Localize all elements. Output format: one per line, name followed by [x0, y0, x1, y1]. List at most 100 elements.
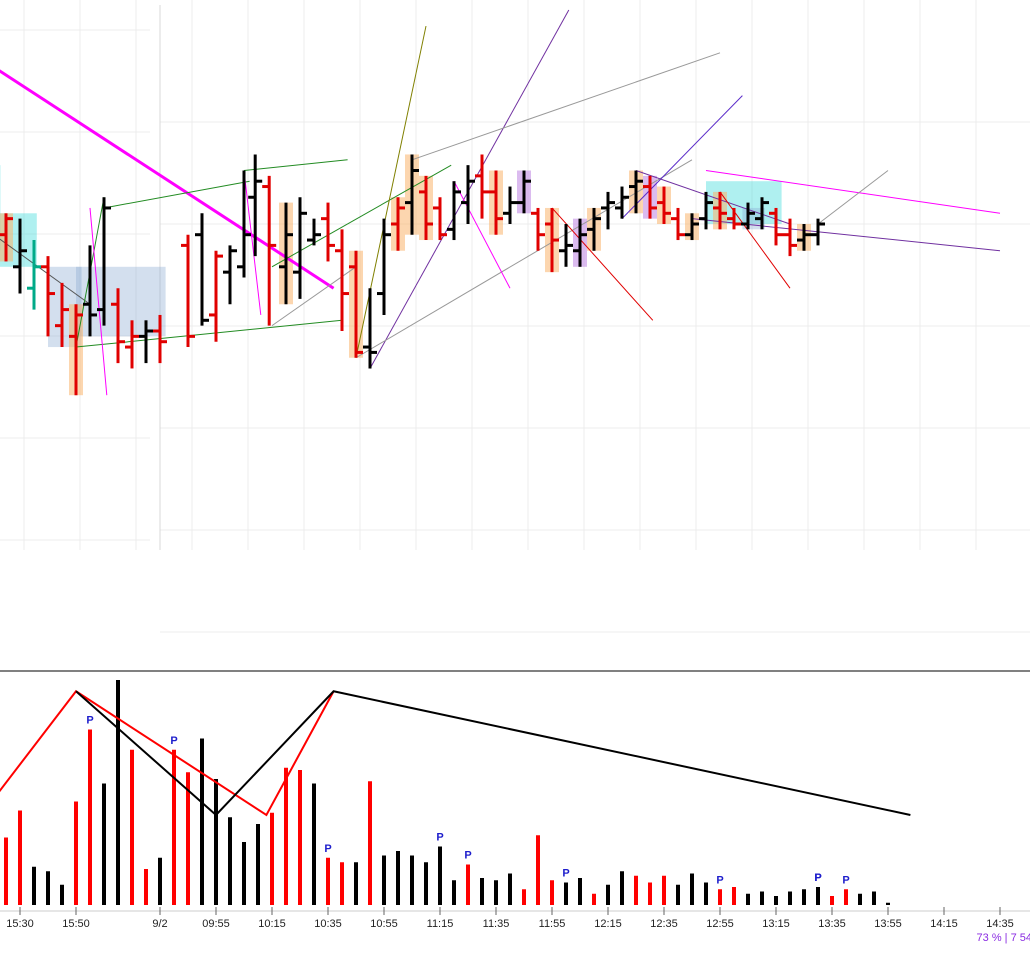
- volume-bar: [704, 883, 708, 906]
- volume-bar: [760, 892, 764, 906]
- volume-bar: [522, 889, 526, 905]
- ohlc-bar: [363, 288, 377, 368]
- x-tick-label: 10:35: [314, 918, 342, 930]
- x-tick-label: 15:50: [62, 918, 90, 930]
- trendline: [244, 160, 348, 171]
- ohlc-bar: [307, 219, 321, 246]
- volume-bar: [634, 876, 638, 905]
- p-marker: P: [814, 872, 821, 884]
- volume-bar: [326, 858, 330, 905]
- volume-bar: [508, 874, 512, 906]
- volume-bar: [802, 889, 806, 905]
- x-tick-label: 13:35: [818, 918, 846, 930]
- volume-bar: [32, 867, 36, 905]
- ohlc-bar: [209, 251, 223, 342]
- volume-bar: [46, 871, 50, 905]
- ohlc-bar: [531, 208, 545, 251]
- volume-bar: [886, 903, 890, 905]
- volume-bar: [214, 779, 218, 905]
- x-tick-label: 11:35: [483, 918, 510, 930]
- volume-bar: [228, 817, 232, 905]
- ohlc-bar: [475, 154, 489, 218]
- ohlc-bar: [559, 224, 573, 267]
- volume-bar: [858, 894, 862, 905]
- x-tick-label: 11:55: [539, 918, 566, 930]
- volume-bar: [256, 824, 260, 905]
- volume-bar: [690, 874, 694, 906]
- volume-bar: [452, 880, 456, 905]
- x-tick-label: 09:55: [202, 918, 230, 930]
- volume-bar: [718, 889, 722, 905]
- volume-bar: [592, 894, 596, 905]
- volume-bar: [102, 784, 106, 906]
- trendline: [818, 171, 888, 225]
- volume-bar: [298, 770, 302, 905]
- volume-bar: [830, 896, 834, 905]
- volume-bar: [284, 768, 288, 905]
- ohlc-bar: [223, 245, 237, 304]
- x-tick-label: 12:35: [650, 918, 678, 930]
- ohlc-bar: [433, 197, 447, 240]
- volume-bar: [872, 892, 876, 906]
- volume-bar: [200, 739, 204, 906]
- volume-bar: [410, 856, 414, 906]
- volume-bar: [732, 887, 736, 905]
- volume-bar: [438, 847, 442, 906]
- volume-bar: [536, 835, 540, 905]
- x-tick-label: 10:15: [258, 918, 286, 930]
- volume-bar: [354, 862, 358, 905]
- x-tick-label: 12:15: [594, 918, 622, 930]
- p-marker: P: [436, 832, 443, 844]
- volume-bar: [466, 865, 470, 906]
- x-tick-label: 12:55: [706, 918, 734, 930]
- volume-bar: [774, 896, 778, 905]
- volume-bar: [648, 883, 652, 906]
- volume-bar: [788, 892, 792, 906]
- ohlc-bar: [377, 219, 391, 315]
- volume-bar: [270, 813, 274, 905]
- volume-bar: [746, 894, 750, 905]
- volume-bar: [242, 842, 246, 905]
- volume-bar: [340, 862, 344, 905]
- ohlc-bar: [195, 213, 209, 325]
- volume-bar: [312, 784, 316, 906]
- volume-bar: [676, 885, 680, 905]
- x-tick-label: 13:15: [762, 918, 790, 930]
- volume-bar: [88, 730, 92, 906]
- volume-bar: [144, 869, 148, 905]
- volume-bar: [74, 802, 78, 906]
- volume-bar: [130, 750, 134, 905]
- x-tick-label: 10:55: [370, 918, 398, 930]
- volume-bar: [368, 781, 372, 905]
- p-marker: P: [170, 735, 177, 747]
- x-tick-label: 9/2: [152, 918, 167, 930]
- p-marker: P: [324, 843, 331, 855]
- ohlc-bar: [181, 235, 195, 347]
- volume-bar: [480, 878, 484, 905]
- volume-bar: [844, 889, 848, 905]
- x-tick-label: 11:15: [427, 918, 454, 930]
- x-tick-label: 14:15: [930, 918, 958, 930]
- volume-bar: [816, 887, 820, 905]
- volume-bar: [620, 871, 624, 905]
- volume-bar: [494, 880, 498, 905]
- zigzag-red: [0, 691, 334, 837]
- volume-bar: [564, 883, 568, 906]
- p-marker: P: [464, 850, 471, 862]
- volume-bar: [116, 680, 120, 905]
- ohlc-bar: [461, 165, 475, 224]
- p-marker: P: [86, 715, 93, 727]
- volume-bar: [60, 885, 64, 905]
- volume-bar: [606, 885, 610, 905]
- x-tick-label: 13:55: [874, 918, 902, 930]
- volume-bar: [396, 851, 400, 905]
- volume-bar: [382, 856, 386, 906]
- trendline: [412, 53, 720, 160]
- volume-bar: [550, 880, 554, 905]
- trendline: [244, 171, 261, 315]
- p-marker: P: [716, 874, 723, 886]
- p-marker: P: [842, 874, 849, 886]
- volume-bar: [18, 811, 22, 906]
